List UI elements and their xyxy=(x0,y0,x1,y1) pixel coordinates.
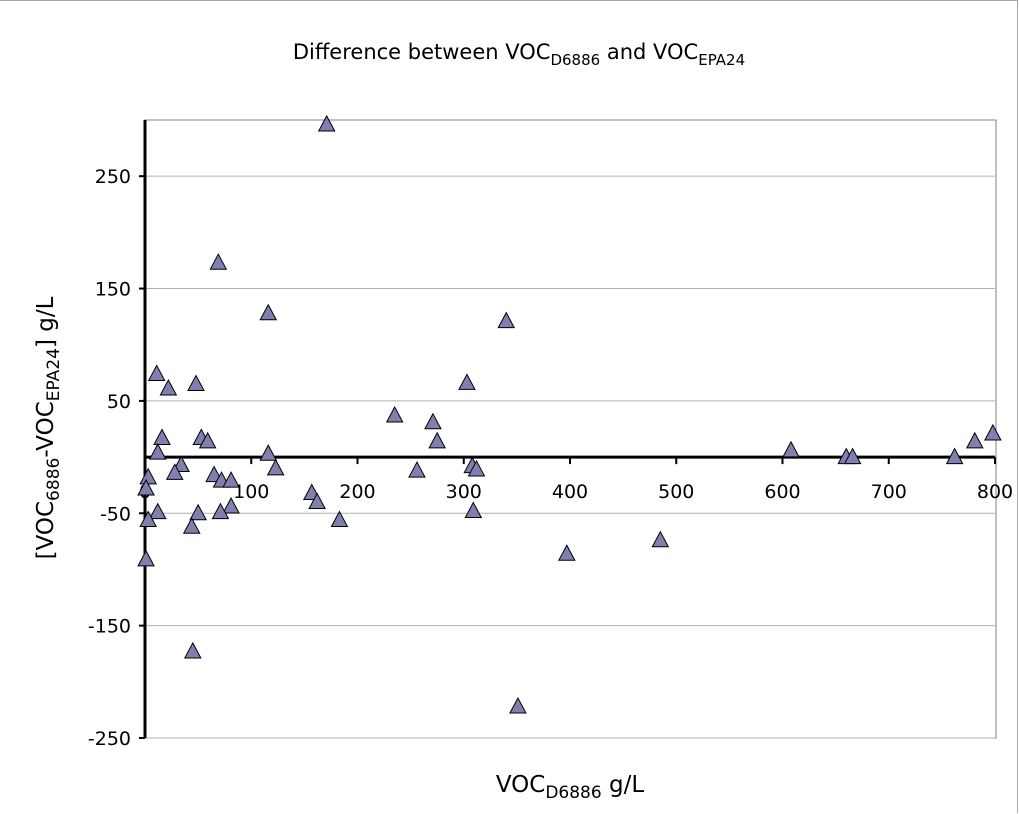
data-point xyxy=(330,510,349,528)
x-tick-label: 600 xyxy=(764,481,800,503)
data-point xyxy=(308,492,326,510)
data-point xyxy=(198,431,217,449)
data-point xyxy=(782,440,800,458)
label-part-0: [VOC xyxy=(33,501,59,559)
data-point xyxy=(148,502,167,520)
data-points xyxy=(137,114,1002,714)
data-point xyxy=(183,641,202,659)
label-part-1: D6886 xyxy=(545,783,601,803)
data-point xyxy=(182,517,201,534)
data-point xyxy=(385,405,404,423)
y-tick-labels: 250 150 50 -50 -150 -250 xyxy=(88,166,131,750)
data-point xyxy=(843,447,862,465)
gridlines xyxy=(145,175,995,739)
label-part-1: D6886 xyxy=(550,51,600,69)
data-point xyxy=(165,463,184,480)
x-tick-label: 500 xyxy=(658,481,694,503)
axes xyxy=(139,120,996,739)
label-part-2: g/L xyxy=(602,772,645,798)
label-part-2: -VOC xyxy=(33,401,59,457)
data-point xyxy=(945,447,964,465)
y-tick-label: 50 xyxy=(107,391,131,413)
data-point xyxy=(153,428,171,445)
plot-area-border xyxy=(144,119,997,739)
data-point xyxy=(259,444,278,461)
label-part-3: EPA24 xyxy=(44,348,64,401)
data-point xyxy=(187,374,205,392)
data-point xyxy=(557,544,576,561)
data-point xyxy=(137,549,155,567)
data-point xyxy=(189,503,207,521)
label-part-3: EPA24 xyxy=(698,51,745,69)
x-tick-label: 800 xyxy=(977,481,1013,503)
data-point xyxy=(137,478,155,496)
x-tick-label: 400 xyxy=(552,481,588,503)
data-point xyxy=(467,459,486,477)
x-axis-label: VOCD6886 g/L xyxy=(496,772,645,803)
data-point xyxy=(222,471,240,488)
data-point xyxy=(266,458,285,476)
data-point xyxy=(984,423,1002,441)
data-point xyxy=(139,510,158,528)
chart-title: Difference between VOCD6886 and VOCEPA24 xyxy=(293,40,745,69)
data-point xyxy=(408,461,426,478)
y-tick-label: 150 xyxy=(95,279,131,301)
label-part-2: and VOC xyxy=(600,40,698,64)
data-point xyxy=(259,303,278,321)
y-tick-label: -250 xyxy=(88,728,131,750)
data-point xyxy=(458,373,476,390)
data-point xyxy=(965,431,984,449)
x-tick-label: 100 xyxy=(233,481,269,503)
data-point xyxy=(211,502,230,520)
data-point xyxy=(428,431,447,449)
label-part-0: VOC xyxy=(496,772,546,798)
x-tick-label: 300 xyxy=(446,481,482,503)
data-point xyxy=(464,501,483,519)
data-point xyxy=(147,364,166,381)
data-point xyxy=(424,412,442,430)
data-point xyxy=(317,114,336,132)
data-point xyxy=(139,467,158,485)
x-tick-label: 700 xyxy=(871,481,907,503)
label-part-1: 6886 xyxy=(44,458,64,501)
data-point xyxy=(651,530,670,548)
data-point xyxy=(172,455,190,472)
x-tick-label: 200 xyxy=(339,481,375,503)
y-axis-label: [VOC6886-VOCEPA24] g/L xyxy=(33,296,64,559)
y-tick-label: -150 xyxy=(88,616,131,638)
data-point xyxy=(159,378,178,396)
label-part-4: ] g/L xyxy=(33,296,59,348)
y-tick-label: -50 xyxy=(100,503,131,525)
data-point xyxy=(209,253,228,270)
data-point xyxy=(148,443,167,460)
label-part-0: Difference between VOC xyxy=(293,40,551,64)
data-point xyxy=(222,496,240,514)
y-tick-label: 250 xyxy=(95,166,131,188)
data-point xyxy=(497,311,516,329)
data-point xyxy=(509,696,527,714)
